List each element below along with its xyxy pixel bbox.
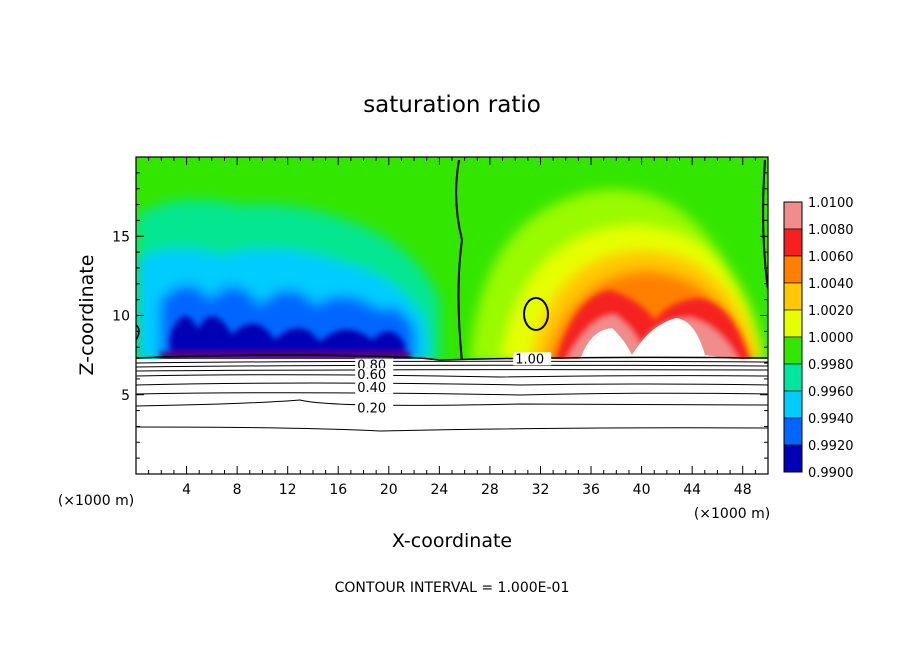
colorbar-level-label: 1.0080 <box>808 223 854 238</box>
contour-field <box>136 157 768 474</box>
y-axis-label: Z-coordinate <box>76 255 98 376</box>
x-tick-label: 36 <box>582 482 600 498</box>
y-tick-label: 15 <box>112 229 130 245</box>
y-axis-unit: (×1000 m) <box>58 493 134 509</box>
x-axis-unit: (×1000 m) <box>694 506 770 522</box>
x-tick-label: 16 <box>329 482 347 498</box>
colorbar-level-label: 0.9900 <box>808 466 854 481</box>
colorbar-swatch <box>783 282 803 311</box>
contour-interval-note: CONTOUR INTERVAL = 1.000E-01 <box>335 580 570 596</box>
colorbar-level-label: 1.0000 <box>808 331 854 346</box>
x-tick-label: 12 <box>279 482 297 498</box>
colorbar-swatch <box>783 309 803 338</box>
x-tick-label: 8 <box>233 482 242 498</box>
x-tick-label: 28 <box>481 482 499 498</box>
contour-labels: 1.000.800.600.400.20 <box>355 352 552 416</box>
colorbar-level-label: 1.0020 <box>808 304 854 319</box>
contour-label-bg <box>513 352 552 366</box>
x-tick-label: 24 <box>430 482 448 498</box>
contour-label: 0.60 <box>357 368 386 383</box>
contour-label-bg <box>355 368 394 382</box>
y-tick-label: 10 <box>112 309 130 325</box>
x-tick-label: 40 <box>633 482 651 498</box>
colorbar-swatch <box>783 417 803 446</box>
x-tick-label: 48 <box>734 482 752 498</box>
colorbar-level-label: 1.0100 <box>808 196 854 211</box>
contour-label: 0.40 <box>357 381 386 396</box>
x-tick-label: 20 <box>380 482 398 498</box>
y-tick-label: 5 <box>121 388 130 404</box>
colorbar-level-label: 0.9920 <box>808 439 854 454</box>
colorbar-level-label: 1.0060 <box>808 250 854 265</box>
colorbar-swatch <box>783 228 803 257</box>
colorbar-level-label: 0.9940 <box>808 412 854 427</box>
y-axis-ticks: 5 10 15 <box>112 172 768 459</box>
chart-title: saturation ratio <box>363 92 541 118</box>
colorbar-level-label: 1.0040 <box>808 277 854 292</box>
x-axis-ticks: 4 8 12 16 20 24 28 32 36 40 44 48 <box>148 157 756 498</box>
colorbar-swatch <box>783 201 803 230</box>
colorbar: 1.0100 1.0080 1.0060 1.0040 1.0020 1.0000 0.99… <box>783 196 854 481</box>
x-tick-label: 4 <box>182 482 191 498</box>
colorbar-swatch <box>783 390 803 419</box>
contour-label-bg <box>355 380 394 394</box>
contour-label: 0.20 <box>357 401 386 416</box>
colorbar-swatch <box>783 255 803 284</box>
contour-label: 1.00 <box>515 352 544 367</box>
x-axis-label: X-coordinate <box>392 530 512 552</box>
colorbar-level-label: 0.9960 <box>808 385 854 400</box>
colorbar-swatch <box>783 336 803 365</box>
x-tick-label: 44 <box>683 482 701 498</box>
colorbar-swatch <box>783 444 803 473</box>
colorbar-swatch <box>783 363 803 392</box>
colorbar-frame <box>783 201 803 473</box>
contour-label-bg <box>355 401 394 415</box>
x-tick-label: 32 <box>532 482 550 498</box>
colorbar-level-label: 0.9980 <box>808 358 854 373</box>
